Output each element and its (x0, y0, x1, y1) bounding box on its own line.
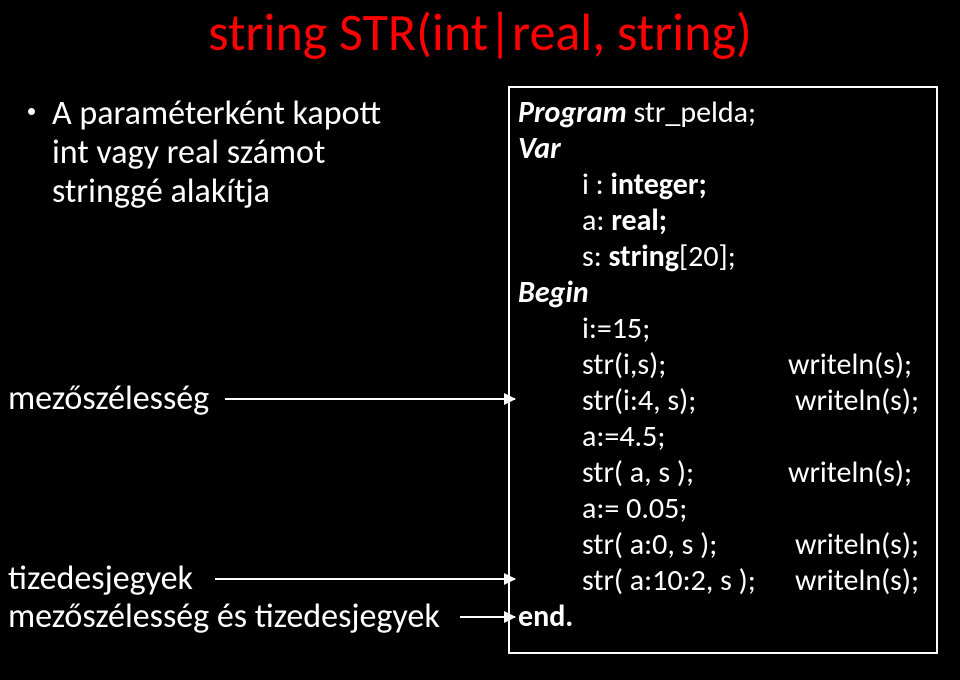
code-line-11b: writeln(s); (788, 454, 912, 491)
code-line-9a: str(i:4, s); (582, 382, 696, 419)
label-tizedesjegyek: tizedesjegyek (8, 558, 193, 599)
code-line-2: Var (518, 130, 561, 167)
arrow-1-icon (225, 398, 515, 400)
code-line-15: end. (518, 598, 573, 635)
code-line-4: a: real; (582, 202, 667, 239)
code-line-14b: writeln(s); (795, 562, 919, 599)
code-line-1: Program str_pelda; (518, 94, 756, 131)
label-mezoszelesseg: mezőszélesség (8, 378, 209, 419)
bullet-line-1: A paraméterként kapott (52, 93, 381, 134)
slide-title: string STR(int|real, string) (0, 0, 960, 64)
bullet-line-2: int vagy real számot (52, 132, 325, 173)
code-line-3: i : integer; (582, 166, 707, 203)
bullet-line-3: stringgé alakítja (52, 171, 270, 212)
code-box: Program str_pelda; Var i : integer; a: r… (508, 86, 938, 654)
label-mezo-es-tized: mezőszélesség és tizedesjegyek (8, 596, 440, 637)
code-line-11a: str( a, s ); (582, 454, 694, 491)
code-line-8b: writeln(s); (788, 346, 912, 383)
code-line-7: i:=15; (582, 310, 650, 347)
code-line-13b: writeln(s); (795, 526, 919, 563)
code-line-10: a:=4.5; (582, 418, 665, 455)
code-line-9b: writeln(s); (795, 382, 919, 419)
code-line-5: s: string[20]; (582, 238, 736, 275)
arrow-3-icon (460, 616, 515, 618)
bullet-dot-icon (28, 108, 35, 115)
code-line-14a: str( a:10:2, s ); (582, 562, 756, 599)
code-line-6: Begin (518, 274, 589, 311)
code-line-13a: str( a:0, s ); (582, 526, 717, 563)
code-line-8a: str(i,s); (582, 346, 666, 383)
code-line-12: a:= 0.05; (582, 490, 687, 527)
arrow-2-icon (215, 578, 515, 580)
bullet-item: A paraméterként kapott int vagy real szá… (30, 94, 381, 211)
slide: string STR(int|real, string) A paraméter… (0, 0, 960, 680)
